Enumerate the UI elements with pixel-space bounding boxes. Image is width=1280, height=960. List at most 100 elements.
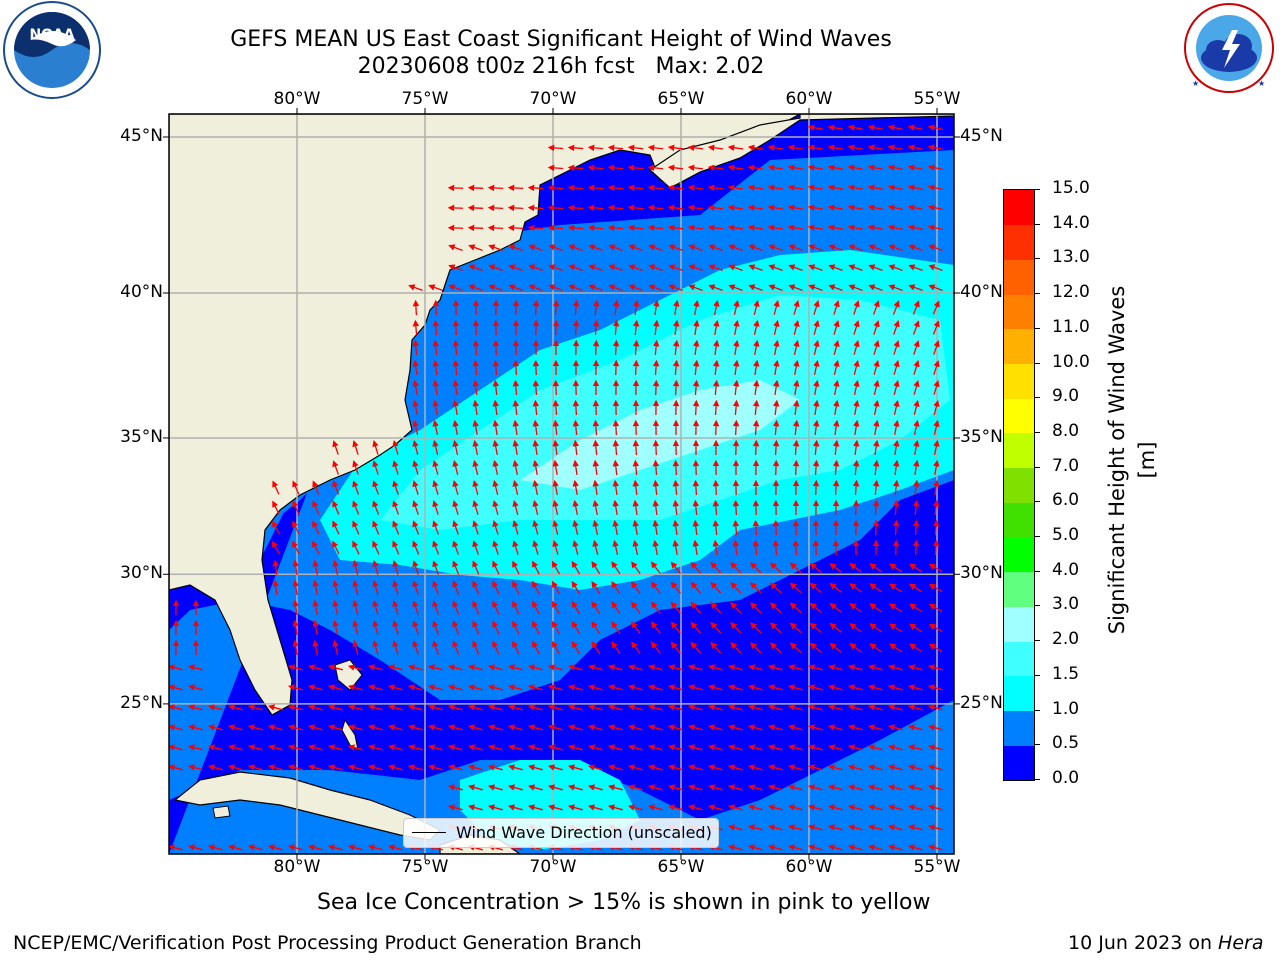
wave-direction-arrow	[650, 641, 661, 654]
wave-direction-arrow	[907, 144, 923, 151]
wave-direction-arrow	[512, 580, 520, 595]
wave-direction-arrow	[367, 744, 383, 751]
wave-direction-arrow	[872, 499, 880, 516]
wave-direction-arrow	[612, 299, 620, 316]
wave-direction-arrow	[927, 684, 943, 691]
wave-direction-arrow	[827, 204, 844, 211]
wave-direction-arrow	[452, 399, 459, 416]
colorbar-tick-mark	[1034, 744, 1040, 746]
wave-direction-arrow	[633, 299, 640, 316]
wave-direction-arrow	[512, 479, 519, 495]
wave-direction-arrow	[507, 224, 524, 232]
wave-direction-arrow	[853, 419, 860, 436]
wave-direction-arrow	[707, 704, 723, 711]
wave-direction-arrow	[571, 640, 581, 655]
wave-direction-arrow	[612, 539, 619, 555]
wave-direction-arrow	[587, 804, 603, 811]
wave-direction-arrow	[867, 744, 883, 751]
wave-direction-arrow	[867, 224, 884, 231]
wave-direction-arrow	[867, 724, 883, 731]
colorbar-tick-label: 8.0	[1052, 420, 1080, 441]
wave-direction-arrow	[889, 623, 903, 633]
wave-direction-arrow	[793, 319, 800, 335]
wave-direction-arrow	[787, 204, 804, 211]
wave-direction-arrow	[412, 359, 419, 376]
wave-direction-arrow	[847, 724, 863, 731]
wave-direction-arrow	[753, 299, 760, 315]
wave-direction-arrow	[727, 144, 744, 151]
wave-direction-arrow	[767, 724, 783, 731]
wave-direction-arrow	[467, 764, 483, 771]
wave-direction-arrow	[907, 724, 923, 731]
colorbar-tick-label: 0.5	[1052, 733, 1080, 754]
wave-direction-arrow	[568, 264, 583, 272]
colorbar-tick-mark	[1034, 362, 1040, 364]
colorbar-tick-mark	[1034, 189, 1040, 190]
wave-direction-arrow	[169, 664, 183, 671]
wave-direction-arrow	[867, 764, 883, 771]
wave-direction-arrow	[932, 539, 940, 556]
colorbar-tick-mark	[1034, 570, 1040, 572]
wave-direction-arrow	[933, 439, 940, 455]
wave-direction-arrow	[933, 399, 940, 415]
wave-direction-arrow	[747, 224, 764, 231]
wave-direction-arrow	[387, 664, 403, 671]
wave-direction-arrow	[927, 204, 943, 211]
wave-direction-arrow	[908, 264, 923, 272]
wave-direction-arrow	[227, 744, 243, 751]
wave-direction-arrow	[773, 359, 780, 376]
wave-direction-arrow	[707, 684, 723, 691]
wave-direction-arrow	[848, 244, 863, 252]
colorbar-tick-label: 12.0	[1052, 282, 1090, 303]
wave-direction-arrow	[572, 499, 579, 515]
wave-direction-arrow	[768, 244, 783, 252]
wave-direction-arrow	[707, 804, 723, 811]
wave-direction-arrow	[432, 379, 439, 396]
wave-direction-arrow	[690, 601, 702, 614]
wave-direction-arrow	[632, 519, 639, 536]
wave-direction-arrow	[867, 824, 883, 831]
lat-label-right: 35°N	[960, 426, 1003, 447]
wave-direction-arrow	[769, 642, 782, 654]
lon-label-bottom: 60°W	[785, 857, 833, 877]
wave-direction-arrow	[769, 602, 782, 614]
wave-direction-arrow	[412, 560, 419, 575]
wave-direction-arrow	[812, 459, 820, 476]
wave-direction-arrow	[707, 164, 724, 171]
lon-label-top: 75°W	[401, 89, 449, 109]
wave-direction-arrow	[332, 639, 339, 655]
wave-direction-arrow	[767, 664, 783, 671]
wave-direction-arrow	[932, 499, 940, 516]
wave-direction-arrow	[792, 539, 800, 556]
wave-direction-arrow	[732, 539, 740, 556]
wave-direction-arrow	[927, 824, 943, 831]
lon-label-bottom: 75°W	[401, 857, 449, 877]
wave-direction-arrow	[567, 684, 583, 691]
wave-direction-arrow	[787, 824, 803, 831]
wave-direction-arrow	[407, 664, 423, 671]
colorbar-tick-label: 11.0	[1052, 316, 1090, 337]
wave-direction-arrow	[591, 641, 601, 655]
wave-direction-arrow	[547, 224, 564, 232]
wave-direction-arrow	[847, 804, 863, 811]
wave-direction-arrow	[908, 603, 923, 613]
map-subtitle: 20230608 t00z 216h fcst Max: 2.02	[357, 54, 765, 79]
wave-direction-arrow	[648, 244, 663, 252]
wave-direction-arrow	[367, 844, 383, 851]
wave-direction-arrow	[807, 824, 823, 831]
wave-direction-arrow	[767, 784, 783, 791]
wave-direction-arrow	[688, 264, 703, 272]
wave-direction-arrow	[848, 284, 863, 292]
wave-direction-arrow	[512, 419, 519, 436]
wave-direction-arrow	[347, 724, 363, 731]
wave-direction-arrow	[668, 244, 683, 252]
wave-direction-arrow	[627, 684, 643, 691]
wave-direction-arrow	[568, 284, 583, 292]
wave-direction-arrow	[710, 621, 722, 634]
wave-direction-arrow	[670, 621, 681, 634]
wave-direction-arrow	[773, 379, 780, 396]
wave-direction-arrow	[512, 520, 519, 535]
wave-direction-arrow	[492, 419, 499, 436]
wave-direction-arrow	[632, 479, 640, 496]
wave-direction-arrow	[750, 602, 762, 614]
